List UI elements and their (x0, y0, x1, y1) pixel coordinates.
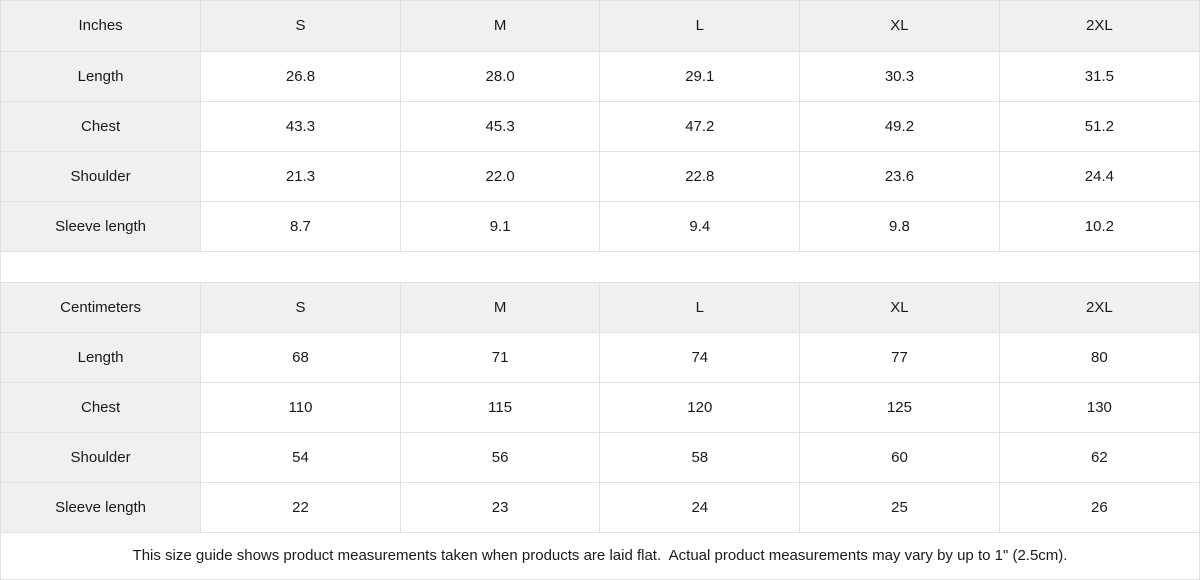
table-gap-spacer (1, 251, 1199, 282)
measurement-label: Chest (1, 381, 202, 433)
measurement-value: 22.8 (599, 150, 801, 202)
measurement-value: 58 (599, 431, 801, 483)
measurement-value: 24 (599, 481, 801, 533)
measurement-label: Chest (1, 100, 202, 152)
measurement-value: 71 (399, 331, 601, 383)
measurement-value: 8.7 (200, 200, 401, 252)
measurement-value: 23.6 (799, 150, 1000, 202)
size-header-cell: L (599, 281, 801, 333)
size-header-cell: M (399, 281, 601, 333)
measurement-value: 130 (998, 381, 1199, 433)
measurement-label: Length (1, 331, 202, 383)
header-row: Inches S M L XL 2XL (1, 1, 1199, 52)
measurement-value: 68 (200, 331, 401, 383)
measurement-value: 77 (799, 331, 1000, 383)
measurement-value: 29.1 (599, 50, 801, 102)
measurement-value: 43.3 (200, 100, 401, 152)
header-row: Centimeters S M L XL 2XL (1, 281, 1199, 333)
measurement-value: 9.1 (399, 200, 601, 252)
table-row: Sleeve length 8.7 9.1 9.4 9.8 10.2 (1, 200, 1199, 252)
measurement-label: Sleeve length (1, 481, 202, 533)
measurement-value: 24.4 (998, 150, 1199, 202)
size-guide-footnote: This size guide shows product measuremen… (1, 532, 1199, 579)
measurement-value: 25 (799, 481, 1000, 533)
table-row: Sleeve length 22 23 24 25 26 (1, 481, 1199, 533)
measurement-value: 47.2 (599, 100, 801, 152)
table-row: Chest 43.3 45.3 47.2 49.2 51.2 (1, 100, 1199, 152)
unit-header-cell: Inches (1, 1, 202, 52)
measurement-value: 31.5 (998, 50, 1199, 102)
size-header-cell: L (599, 1, 801, 52)
measurement-value: 80 (998, 331, 1199, 383)
measurement-value: 49.2 (799, 100, 1000, 152)
table-row: Chest 110 115 120 125 130 (1, 381, 1199, 433)
measurement-value: 26 (998, 481, 1199, 533)
measurement-value: 9.8 (799, 200, 1000, 252)
measurement-value: 45.3 (399, 100, 601, 152)
measurement-value: 125 (799, 381, 1000, 433)
measurement-value: 115 (399, 381, 601, 433)
measurement-value: 22 (200, 481, 401, 533)
measurement-value: 23 (399, 481, 601, 533)
table-row: Length 68 71 74 77 80 (1, 331, 1199, 383)
measurement-value: 30.3 (799, 50, 1000, 102)
unit-header-cell: Centimeters (1, 281, 202, 333)
table-row: Shoulder 54 56 58 60 62 (1, 431, 1199, 483)
measurement-label: Shoulder (1, 150, 202, 202)
size-table-inches: Inches S M L XL 2XL Length 26.8 28.0 29.1 30.3 31.5… (1, 1, 1199, 252)
measurement-value: 28.0 (399, 50, 601, 102)
size-header-cell: S (200, 1, 401, 52)
measurement-value: 22.0 (399, 150, 601, 202)
measurement-value: 21.3 (200, 150, 401, 202)
measurement-label: Length (1, 50, 202, 102)
measurement-value: 56 (399, 431, 601, 483)
measurement-value: 51.2 (998, 100, 1199, 152)
table-row: Shoulder 21.3 22.0 22.8 23.6 24.4 (1, 150, 1199, 202)
size-header-cell: M (399, 1, 601, 52)
measurement-value: 110 (200, 381, 401, 433)
size-table-centimeters: Centimeters S M L XL 2XL Length 68 71 74 77 80 Chest… (1, 281, 1199, 533)
size-header-cell: 2XL (998, 281, 1199, 333)
measurement-value: 74 (599, 331, 801, 383)
measurement-value: 26.8 (200, 50, 401, 102)
size-header-cell: 2XL (998, 1, 1199, 52)
size-header-cell: S (200, 281, 401, 333)
size-header-cell: XL (799, 281, 1000, 333)
measurement-value: 10.2 (998, 200, 1199, 252)
measurement-value: 120 (599, 381, 801, 433)
measurement-value: 54 (200, 431, 401, 483)
measurement-value: 9.4 (599, 200, 801, 252)
measurement-value: 62 (998, 431, 1199, 483)
measurement-value: 60 (799, 431, 1000, 483)
measurement-label: Sleeve length (1, 200, 202, 252)
table-row: Length 26.8 28.0 29.1 30.3 31.5 (1, 50, 1199, 102)
size-header-cell: XL (799, 1, 1000, 52)
measurement-label: Shoulder (1, 431, 202, 483)
